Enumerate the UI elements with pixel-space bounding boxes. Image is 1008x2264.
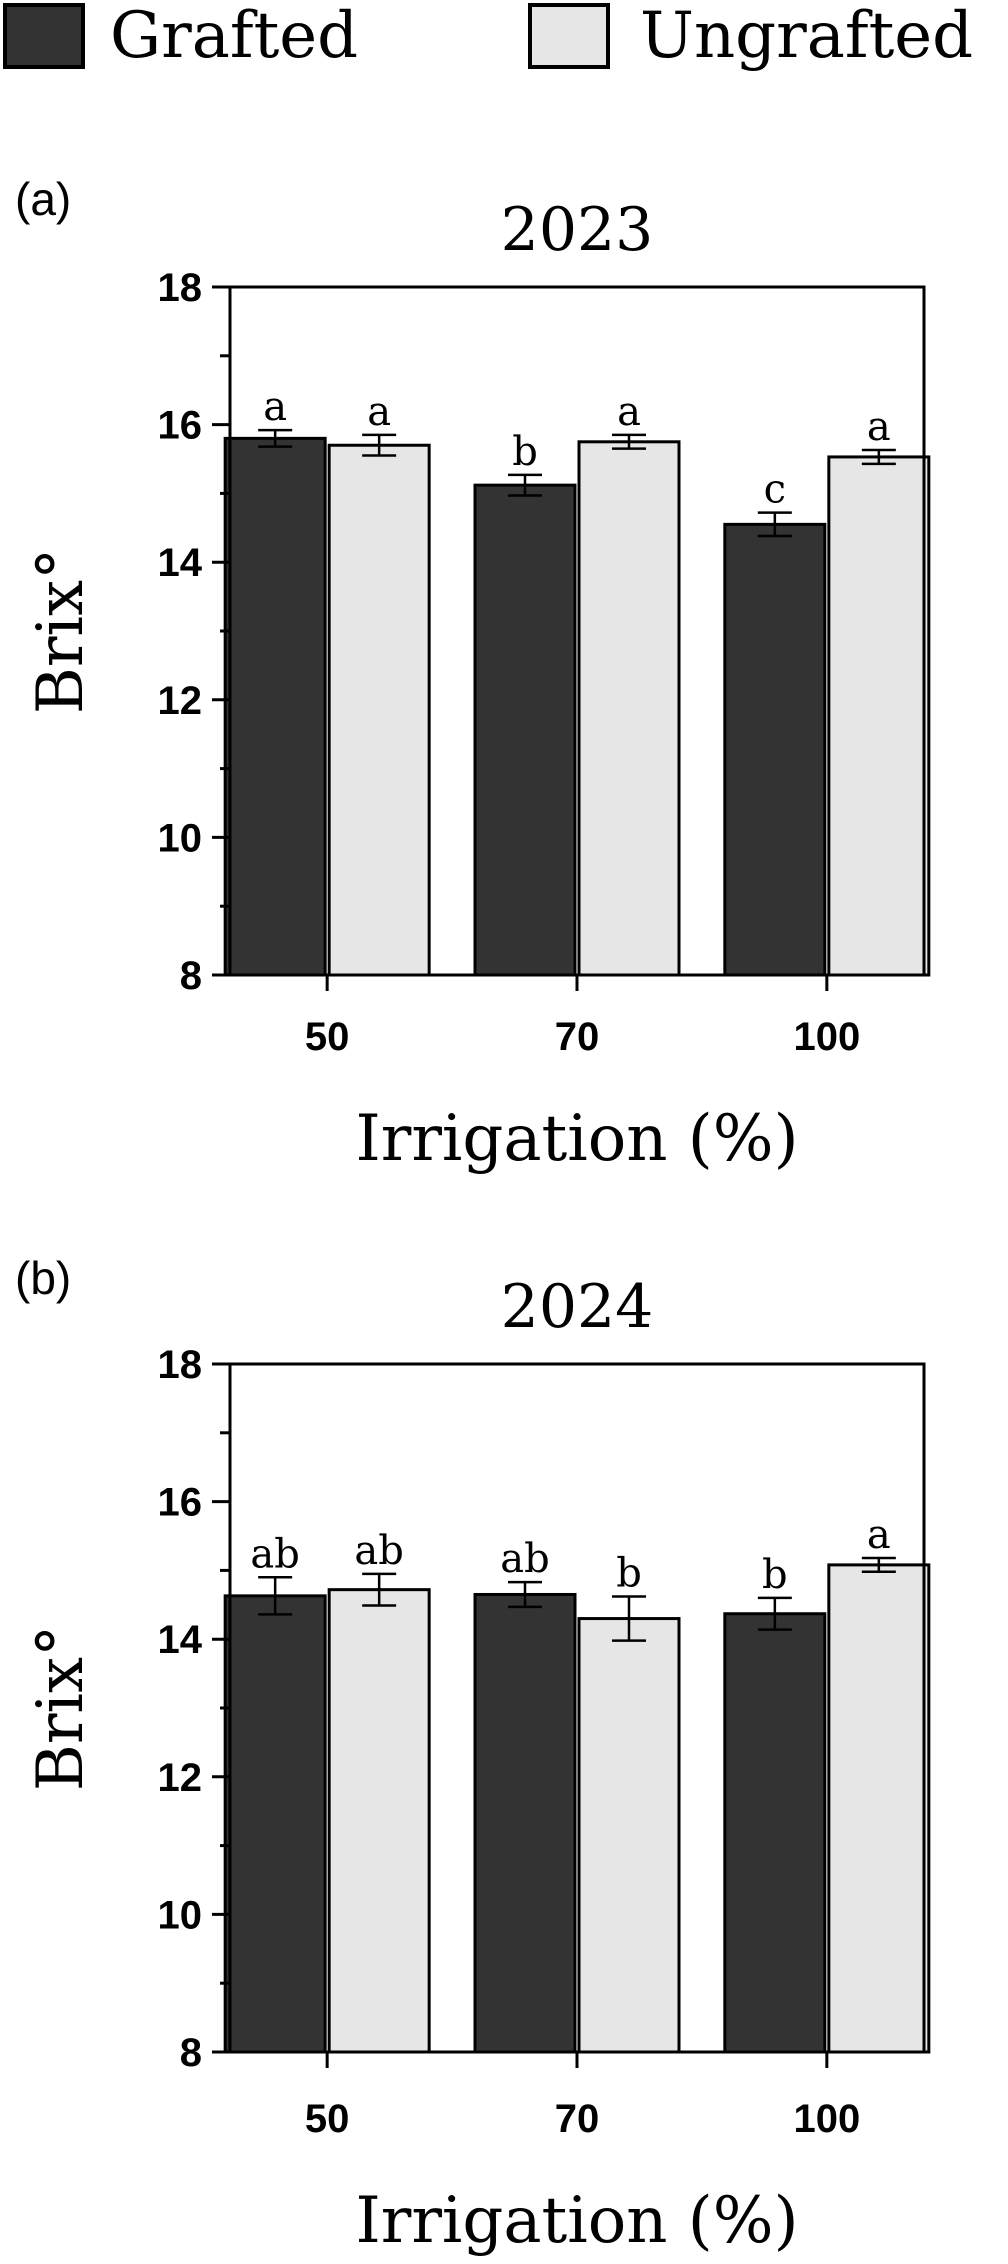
error-bar-ungrafted-100 bbox=[861, 448, 896, 466]
y-tick-label: 14 bbox=[158, 1618, 203, 1662]
y-tick-label: 8 bbox=[180, 2031, 202, 2075]
error-bar-grafted-100 bbox=[757, 511, 792, 538]
significance-letter: ab bbox=[500, 1536, 549, 1582]
significance-letter: ab bbox=[250, 1531, 299, 1577]
chart-panel-2024: (b) 2024 ab ab b ab b a 8 10 12 14 16 18 50 70 100 Irriga… bbox=[15, 1252, 931, 2258]
significance-letter: a bbox=[263, 384, 287, 430]
y-axis-title: Brix° bbox=[24, 1625, 98, 1791]
significance-letter: b bbox=[762, 1552, 788, 1598]
panel-label: (b) bbox=[15, 1252, 71, 1304]
bar-ungrafted-70 bbox=[577, 1617, 681, 2054]
y-tick-label: 16 bbox=[158, 404, 203, 448]
y-tick-label: 12 bbox=[158, 679, 203, 723]
bar-grafted-50 bbox=[223, 436, 327, 977]
chart-title: 2023 bbox=[501, 195, 654, 265]
legend-swatch-grafted bbox=[3, 3, 85, 69]
x-axis-title: Irrigation (%) bbox=[355, 1102, 798, 1176]
y-tick-label: 8 bbox=[180, 954, 202, 998]
x-axis-title: Irrigation (%) bbox=[355, 2184, 798, 2258]
y-tick-label: 14 bbox=[158, 541, 203, 585]
panel-label: (a) bbox=[15, 173, 71, 225]
significance-letter: c bbox=[764, 467, 786, 513]
significance-letter: a bbox=[367, 389, 391, 435]
error-bar-ungrafted-50 bbox=[362, 433, 397, 457]
x-tick-label: 50 bbox=[305, 2097, 350, 2141]
significance-letter: a bbox=[867, 404, 891, 450]
error-bar-grafted-70 bbox=[508, 1580, 542, 1609]
chart-title: 2024 bbox=[501, 1272, 654, 1342]
bar-grafted-70 bbox=[473, 1592, 577, 2054]
x-tick-label: 70 bbox=[555, 2097, 600, 2141]
y-tick-label: 18 bbox=[158, 1343, 203, 1387]
bar-grafted-50 bbox=[223, 1594, 327, 2054]
chart-panel-2023: (a) 2023 a b c a a a 8 10 12 14 16 18 50 70 100 Irrigatio… bbox=[15, 173, 931, 1176]
y-tick-label: 12 bbox=[158, 1756, 203, 1800]
bar-ungrafted-50 bbox=[327, 443, 431, 977]
error-bar-grafted-50 bbox=[258, 1576, 293, 1616]
x-tick-label: 50 bbox=[305, 1015, 350, 1059]
bar-ungrafted-50 bbox=[327, 1588, 431, 2054]
x-tick-label: 100 bbox=[793, 2097, 860, 2141]
y-axis-title: Brix° bbox=[24, 548, 98, 714]
x-tick-label: 100 bbox=[793, 1015, 860, 1059]
legend-swatch-ungrafted bbox=[528, 3, 610, 69]
error-bar-ungrafted-100 bbox=[861, 1556, 896, 1574]
significance-letter: ab bbox=[354, 1528, 403, 1574]
y-tick-label: 16 bbox=[158, 1481, 203, 1525]
error-bar-ungrafted-70 bbox=[612, 1595, 646, 1642]
legend: Grafted Ungrafted bbox=[3, 0, 973, 73]
error-bar-grafted-100 bbox=[757, 1596, 792, 1631]
y-tick-label: 10 bbox=[158, 816, 203, 860]
error-bar-grafted-70 bbox=[508, 473, 542, 497]
y-tick-label: 10 bbox=[158, 1893, 203, 1937]
bar-grafted-100 bbox=[723, 1612, 827, 2054]
error-bar-ungrafted-50 bbox=[362, 1572, 397, 1607]
significance-letter: a bbox=[867, 1512, 891, 1558]
bar-ungrafted-70 bbox=[577, 440, 681, 977]
error-bar-grafted-50 bbox=[258, 428, 293, 448]
bar-ungrafted-100 bbox=[827, 1563, 931, 2054]
bar-ungrafted-100 bbox=[827, 455, 931, 977]
bar-grafted-70 bbox=[473, 483, 577, 977]
error-bar-ungrafted-70 bbox=[612, 433, 646, 450]
bar-grafted-100 bbox=[723, 522, 827, 977]
y-tick-label: 18 bbox=[158, 266, 203, 310]
significance-letter: b bbox=[616, 1551, 642, 1597]
significance-letter: b bbox=[512, 429, 538, 475]
significance-letter: a bbox=[617, 389, 641, 435]
legend-label-ungrafted: Ungrafted bbox=[640, 0, 973, 73]
legend-label-grafted: Grafted bbox=[110, 0, 358, 73]
x-tick-label: 70 bbox=[555, 1015, 600, 1059]
